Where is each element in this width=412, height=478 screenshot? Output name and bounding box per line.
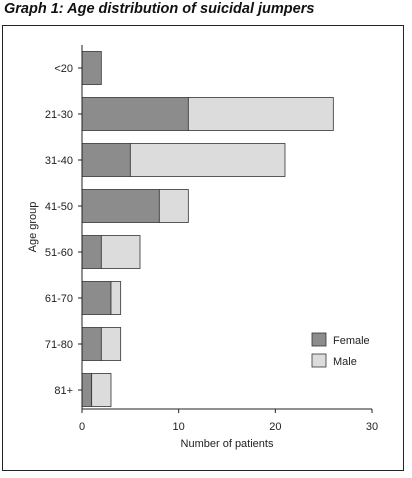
bars-group [81, 51, 334, 407]
chart-title: Graph 1: Age distribution of suicidal ju… [4, 1, 315, 17]
bar-female-61-70 [81, 281, 112, 315]
bar-female-51-60 [81, 235, 102, 269]
bar-male-51-60 [100, 235, 141, 269]
bar-female-21-30 [81, 97, 189, 131]
y-tick-label: 61-70 [45, 293, 73, 305]
bar-female-81 [81, 373, 93, 407]
bar-male-71-80 [100, 327, 122, 361]
legend-label-male: Male [333, 356, 357, 368]
y-ticks-group: <20 21-30 31-40 41-50 51-60 61-70 71-80 81+ [45, 63, 82, 397]
x-tick-label: 20 [269, 421, 281, 433]
y-tick-label: 31-40 [45, 155, 73, 167]
bar-male-81 [91, 373, 112, 407]
legend: Female Male [311, 332, 370, 368]
y-tick-label: 51-60 [45, 247, 73, 259]
legend-swatch-male [311, 353, 327, 368]
y-tick-label: 21-30 [45, 109, 73, 121]
bar-female-71-80 [81, 327, 102, 361]
x-tick-label: 0 [79, 421, 85, 433]
y-tick-label: 81+ [54, 385, 73, 397]
bar-male-61-70 [110, 281, 122, 315]
bar-male-41-50 [158, 189, 189, 223]
bar-male-21-30 [187, 97, 334, 131]
bar-female-31-40 [81, 143, 131, 177]
x-ticks-group: 0 10 20 30 [79, 409, 378, 433]
legend-swatch-female [311, 332, 327, 347]
bar-female-41-50 [81, 189, 160, 223]
y-tick-label: <20 [54, 63, 73, 75]
bar-female-under-20 [81, 51, 102, 85]
y-tick-label: 41-50 [45, 201, 73, 213]
legend-label-female: Female [333, 335, 370, 347]
y-axis-title: Age group [27, 202, 39, 253]
x-tick-label: 30 [366, 421, 378, 433]
chart-frame [2, 25, 404, 471]
y-tick-label: 71-80 [45, 339, 73, 351]
x-axis-title: Number of patients [181, 438, 274, 450]
x-tick-label: 10 [173, 421, 185, 433]
bar-male-31-40 [129, 143, 286, 177]
